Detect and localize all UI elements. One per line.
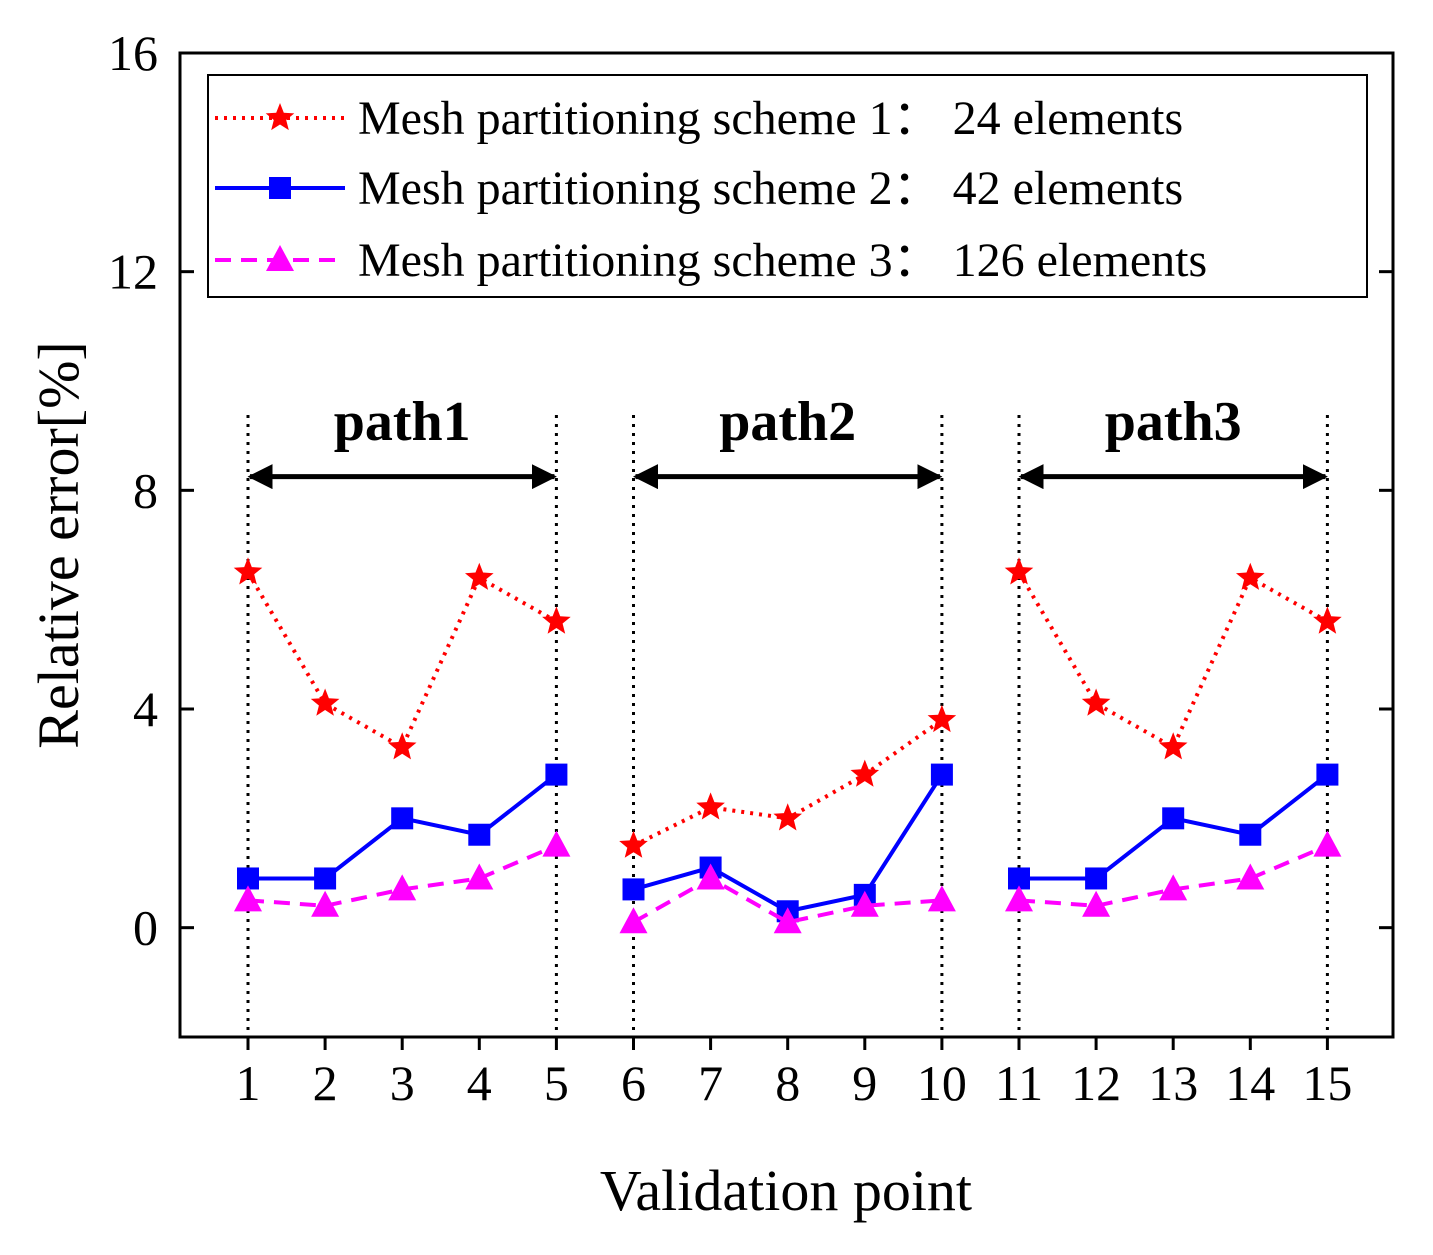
x-tick-label: 10 bbox=[917, 1055, 967, 1111]
series-2-point bbox=[468, 823, 491, 846]
series-1-point bbox=[850, 759, 880, 787]
series-3-point bbox=[696, 863, 725, 890]
y-tick-label: 8 bbox=[133, 462, 158, 518]
series-2-point bbox=[930, 763, 953, 786]
series-1-point bbox=[1313, 606, 1342, 634]
series-3-point bbox=[1159, 874, 1188, 901]
x-tick-label: 12 bbox=[1071, 1055, 1121, 1111]
series-2-point bbox=[314, 867, 337, 890]
x-tick-label: 14 bbox=[1225, 1055, 1275, 1111]
series-3-point bbox=[1082, 890, 1111, 917]
x-tick-label: 2 bbox=[313, 1055, 338, 1111]
x-tick-label: 5 bbox=[544, 1055, 569, 1111]
series-2-point bbox=[1162, 807, 1185, 830]
series-1-point bbox=[1236, 562, 1265, 590]
y-axis-title: Relative error[%] bbox=[26, 341, 91, 748]
legend-label-3: Mesh partitioning scheme 3： 126 elements bbox=[358, 234, 1207, 287]
series-2 bbox=[237, 763, 1339, 923]
series-1-point bbox=[233, 557, 263, 585]
series-1-point bbox=[1004, 557, 1034, 585]
series-1-point bbox=[465, 562, 494, 590]
series-3-point bbox=[388, 874, 417, 901]
legend-marker-1 bbox=[265, 103, 295, 131]
x-tick-label: 6 bbox=[621, 1055, 646, 1111]
y-tick-label: 12 bbox=[108, 244, 158, 300]
x-axis-title: Validation point bbox=[600, 1158, 972, 1223]
series-2-line bbox=[632, 773, 944, 914]
series-1-point bbox=[696, 792, 725, 820]
series-3-point bbox=[311, 890, 340, 917]
series-1-point bbox=[773, 803, 802, 831]
x-tick-label: 15 bbox=[1302, 1055, 1352, 1111]
legend: Mesh partitioning scheme 1： 24 elements M… bbox=[207, 74, 1368, 298]
x-tick-label: 11 bbox=[995, 1055, 1043, 1111]
legend-label-2: Mesh partitioning scheme 2： 42 elements bbox=[358, 162, 1183, 215]
series-2-point bbox=[391, 807, 414, 830]
path-guides: path1 path2 path3 bbox=[246, 391, 1329, 1037]
series-1-line bbox=[1017, 571, 1329, 751]
series-2-point bbox=[1008, 867, 1030, 890]
series-1-point bbox=[1158, 732, 1188, 760]
x-tick-label: 3 bbox=[390, 1055, 415, 1111]
series-3-point bbox=[773, 907, 802, 934]
series-2-point bbox=[1239, 823, 1262, 846]
series-3 bbox=[234, 830, 1342, 934]
x-tick-label: 13 bbox=[1148, 1055, 1198, 1111]
path-label-1: path1 bbox=[334, 391, 471, 453]
series-1-point bbox=[619, 830, 648, 858]
series-1-point bbox=[927, 704, 957, 733]
series-3-point bbox=[542, 830, 571, 857]
series-3-line bbox=[632, 876, 943, 925]
series-1-line bbox=[246, 571, 558, 751]
series-2-point bbox=[1316, 763, 1339, 786]
legend-box bbox=[207, 74, 1368, 298]
y-tick-label: 4 bbox=[133, 681, 158, 737]
series-1-line bbox=[632, 718, 944, 848]
series-2-point bbox=[545, 763, 568, 786]
series-1-point bbox=[1081, 688, 1111, 716]
x-tick-label: 4 bbox=[467, 1055, 492, 1111]
path-label-3: path3 bbox=[1105, 391, 1242, 453]
series-3-point bbox=[1005, 885, 1033, 912]
series-3-point bbox=[927, 885, 956, 912]
series-1 bbox=[233, 557, 1342, 858]
x-tick-label: 7 bbox=[698, 1055, 723, 1111]
x-tick-label: 8 bbox=[775, 1055, 800, 1111]
series-3-point bbox=[465, 863, 494, 890]
series-3-point bbox=[1313, 830, 1342, 857]
legend-label-1: Mesh partitioning scheme 1： 24 elements bbox=[358, 92, 1183, 145]
series-1-point bbox=[310, 688, 340, 716]
y-tick-label: 0 bbox=[133, 900, 158, 956]
series-2-point bbox=[237, 867, 259, 890]
legend-marker-2 bbox=[269, 177, 291, 199]
series-3-point bbox=[234, 885, 262, 912]
x-tick-label: 9 bbox=[852, 1055, 877, 1111]
series-2-point bbox=[622, 878, 645, 901]
x-tick-label: 1 bbox=[236, 1055, 261, 1111]
series-2-point bbox=[1085, 867, 1108, 890]
series-1-point bbox=[387, 732, 417, 760]
series-3-point bbox=[619, 907, 648, 934]
series-layer bbox=[233, 557, 1342, 934]
path-label-2: path2 bbox=[719, 391, 856, 453]
legend-marker-3 bbox=[266, 245, 294, 271]
series-3-point bbox=[850, 890, 879, 917]
series-3-point bbox=[1236, 863, 1265, 890]
series-1-point bbox=[542, 606, 571, 634]
y-tick-label: 16 bbox=[108, 25, 158, 81]
